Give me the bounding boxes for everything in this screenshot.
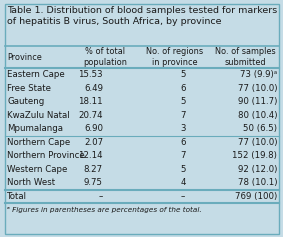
Text: Western Cape: Western Cape [7, 165, 67, 174]
Text: 9.75: 9.75 [84, 178, 103, 187]
Text: 78 (10.1): 78 (10.1) [237, 178, 277, 187]
Text: Northern Cape: Northern Cape [7, 138, 70, 147]
Text: 20.74: 20.74 [78, 111, 103, 120]
Text: 8.27: 8.27 [84, 165, 103, 174]
Text: 6: 6 [180, 84, 186, 93]
Text: 769 (100): 769 (100) [235, 192, 277, 201]
Text: Northern Province: Northern Province [7, 151, 85, 160]
Text: KwaZulu Natal: KwaZulu Natal [7, 111, 70, 120]
Text: –: – [98, 192, 103, 201]
Text: 92 (12.0): 92 (12.0) [238, 165, 277, 174]
Text: Eastern Cape: Eastern Cape [7, 70, 65, 79]
Text: Total: Total [7, 192, 27, 201]
Text: 15.53: 15.53 [78, 70, 103, 79]
Text: 152 (19.8): 152 (19.8) [232, 151, 277, 160]
Text: 5: 5 [180, 165, 186, 174]
Text: Mpumalanga: Mpumalanga [7, 124, 63, 133]
Text: Table 1. Distribution of blood samples tested for markers
of hepatitis B virus, : Table 1. Distribution of blood samples t… [7, 6, 277, 26]
Text: 90 (11.7): 90 (11.7) [238, 97, 277, 106]
Text: 5: 5 [180, 97, 186, 106]
Text: 50 (6.5): 50 (6.5) [243, 124, 277, 133]
Text: 6.90: 6.90 [84, 124, 103, 133]
Text: –: – [181, 192, 185, 201]
Text: 4: 4 [180, 178, 186, 187]
Text: 80 (10.4): 80 (10.4) [237, 111, 277, 120]
Text: 5: 5 [180, 70, 186, 79]
Text: No. of regions
in province: No. of regions in province [146, 47, 203, 67]
Text: ᵃ Figures in parentheses are percentages of the total.: ᵃ Figures in parentheses are percentages… [7, 207, 201, 213]
Text: 6: 6 [180, 138, 186, 147]
Text: No. of samples
submitted: No. of samples submitted [215, 47, 275, 67]
Text: 6.49: 6.49 [84, 84, 103, 93]
Text: 7: 7 [180, 111, 186, 120]
Text: 3: 3 [180, 124, 186, 133]
Text: 12.14: 12.14 [78, 151, 103, 160]
Text: % of total
population: % of total population [83, 47, 127, 67]
Text: Gauteng: Gauteng [7, 97, 44, 106]
Text: 73 (9.9)ᵃ: 73 (9.9)ᵃ [240, 70, 277, 79]
Text: Free State: Free State [7, 84, 51, 93]
Text: 2.07: 2.07 [84, 138, 103, 147]
Text: North West: North West [7, 178, 55, 187]
Text: 77 (10.0): 77 (10.0) [237, 138, 277, 147]
Text: 18.11: 18.11 [78, 97, 103, 106]
Text: 7: 7 [180, 151, 186, 160]
Text: 77 (10.0): 77 (10.0) [237, 84, 277, 93]
Text: Province: Province [7, 53, 42, 61]
